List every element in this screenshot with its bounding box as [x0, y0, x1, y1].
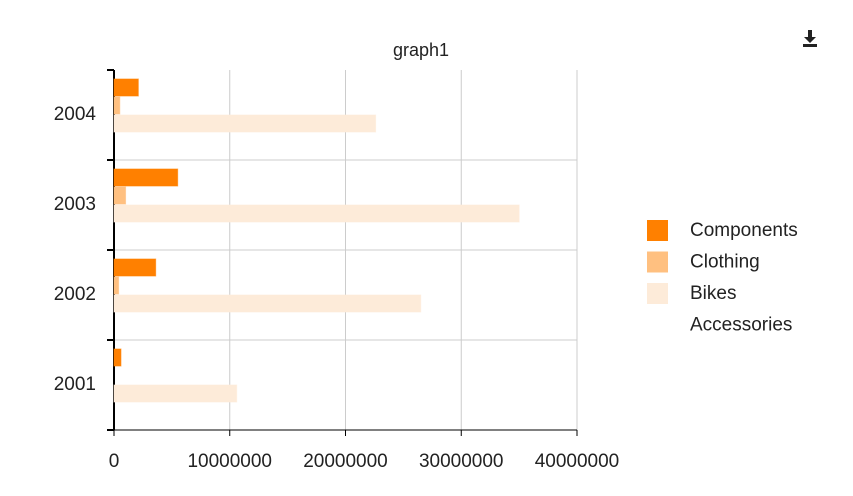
x-tick-label: 30000000: [419, 451, 504, 472]
bar: [113, 204, 520, 223]
x-tick-label: 10000000: [187, 451, 272, 472]
bar: [113, 276, 120, 295]
bar: [113, 96, 121, 115]
y-tick-label: 2002: [54, 284, 96, 305]
legend-label: Components: [690, 220, 798, 241]
bar: [113, 168, 179, 187]
legend-label: Accessories: [690, 315, 792, 336]
download-icon[interactable]: [803, 30, 817, 47]
legend-label: Clothing: [690, 252, 760, 273]
chart-title: graph1: [393, 40, 449, 60]
legend-swatch: [647, 220, 668, 241]
bar: [113, 78, 139, 97]
y-tick-label: 2001: [54, 374, 96, 395]
legend-swatch: [647, 314, 668, 336]
bar: [113, 258, 157, 277]
bar: [113, 384, 238, 403]
download-button[interactable]: [803, 30, 817, 47]
x-tick-label: 20000000: [303, 451, 388, 472]
legend-swatch: [647, 251, 668, 273]
x-tick-label: 40000000: [535, 451, 620, 472]
y-tick-label: 2003: [54, 194, 96, 215]
legend-swatch: [647, 283, 668, 304]
x-tick-label: 0: [109, 451, 120, 472]
bar: [113, 186, 127, 205]
y-tick-label: 2004: [54, 104, 97, 125]
bar: [113, 294, 422, 313]
legend-label: Bikes: [690, 283, 736, 304]
bar: [113, 348, 122, 367]
bar: [113, 114, 377, 133]
